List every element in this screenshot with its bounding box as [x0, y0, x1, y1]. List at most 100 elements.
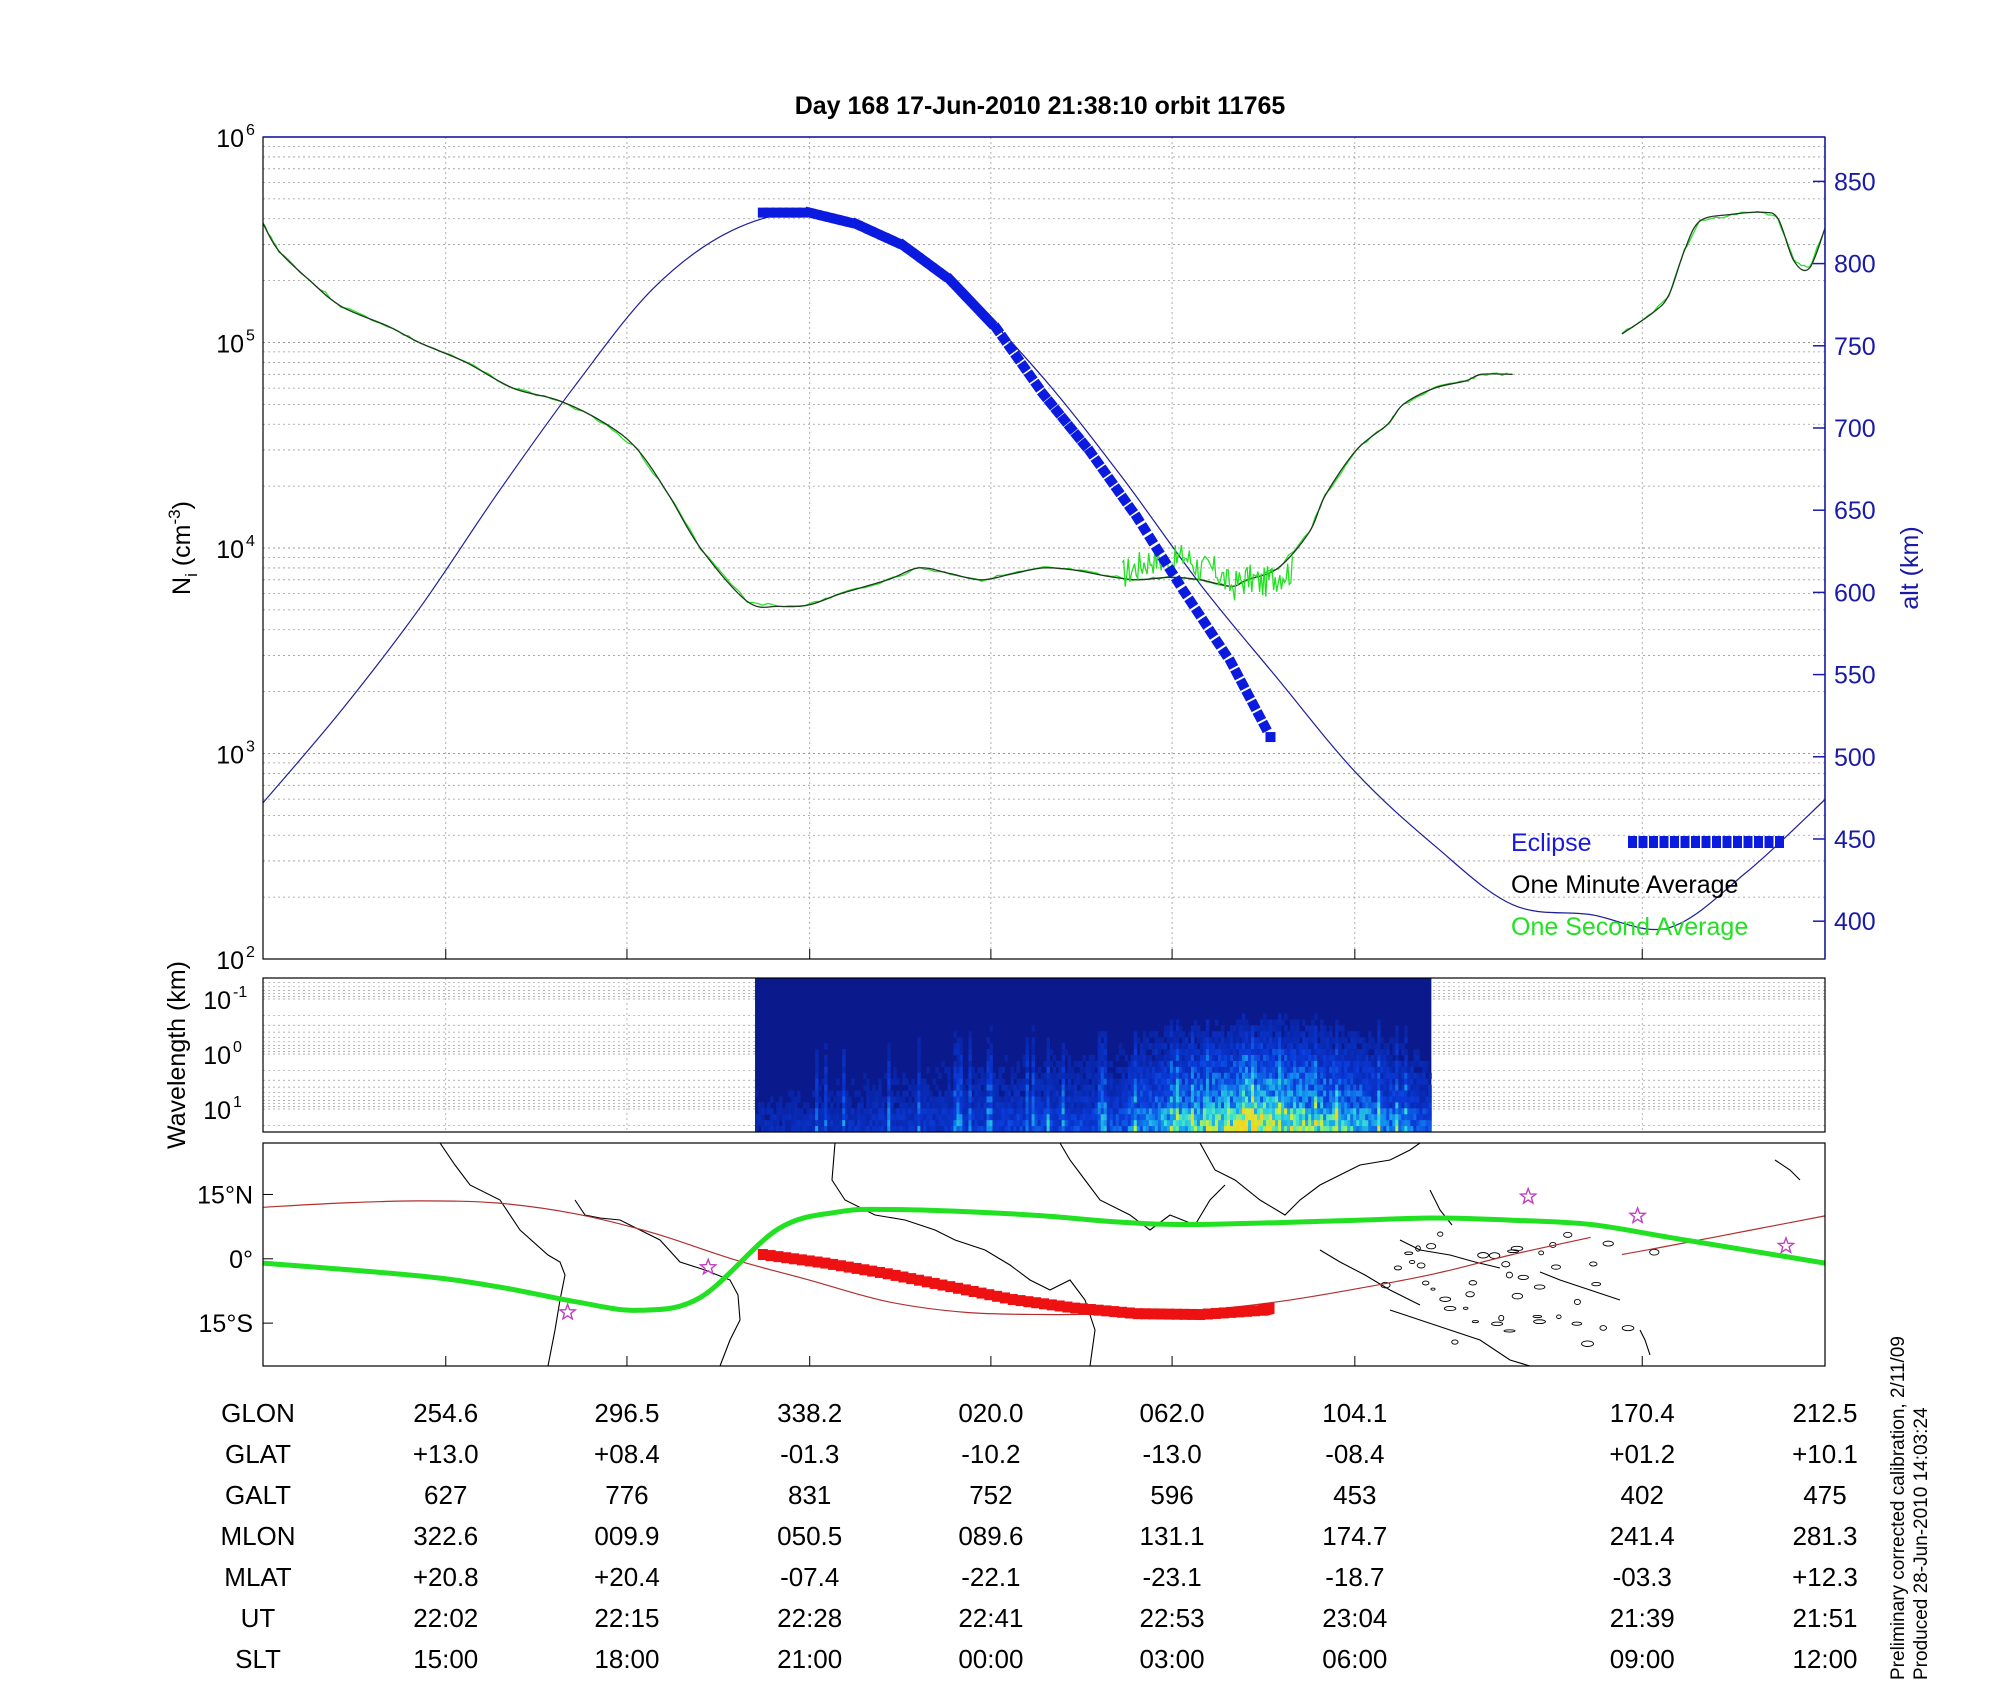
spectrogram-cell — [1070, 1120, 1075, 1127]
spectrogram-cell — [1377, 1060, 1381, 1068]
spectrogram-cell — [785, 1102, 789, 1109]
spectrogram-cell — [1254, 1025, 1258, 1032]
spectrogram-cell — [1302, 1114, 1306, 1121]
spectrogram-cell — [1287, 1060, 1291, 1068]
spectrogram-cell — [1121, 1072, 1126, 1080]
spectrogram-cell — [1100, 1108, 1105, 1115]
spectrogram-cell — [1139, 1096, 1144, 1103]
spectrogram-cell — [1365, 1108, 1369, 1115]
spectrogram-cell — [761, 1108, 765, 1115]
spectrogram-cell — [815, 1060, 819, 1068]
spectrogram-cell — [1272, 1120, 1276, 1127]
spectrogram-cell — [1193, 1114, 1198, 1121]
spectrogram-cell — [986, 1090, 990, 1097]
spectrogram-cell — [950, 1096, 954, 1103]
spectrogram-cell — [1214, 1060, 1219, 1068]
spectrogram-cell — [1001, 1102, 1005, 1109]
spectrogram-cell — [1257, 1037, 1261, 1044]
legend-eclipse-square — [1701, 836, 1711, 848]
spectrogram-cell — [1407, 1120, 1411, 1127]
spectrogram-cell — [1211, 1120, 1216, 1127]
spectrogram-cell — [1353, 1078, 1357, 1086]
spectrogram-cell — [1272, 1043, 1276, 1050]
spectrogram-cell — [1341, 1078, 1345, 1086]
spectrogram-cell — [1184, 1055, 1189, 1062]
spectrogram-cell — [755, 1090, 759, 1097]
spectrogram-cell — [1079, 1126, 1084, 1133]
spectrogram-cell — [1266, 1090, 1270, 1097]
spectrogram-cell — [1175, 1019, 1180, 1026]
alt-tick-label: 500 — [1834, 744, 1876, 772]
coastline — [1639, 1329, 1651, 1356]
spectrogram-cell — [872, 1114, 876, 1121]
spectrogram-cell — [938, 1096, 942, 1103]
eclipse-track-marker — [960, 1284, 971, 1296]
spectrogram-cell — [1049, 1114, 1054, 1121]
spectrogram-cell — [1293, 1049, 1297, 1056]
island — [1380, 1281, 1391, 1289]
spectrogram-cell — [914, 1090, 918, 1097]
spectrogram-cell — [815, 1078, 819, 1086]
spectrogram-cell — [1196, 1078, 1201, 1086]
spectrogram-cell — [1160, 1084, 1165, 1091]
spectrogram-cell — [1344, 1043, 1348, 1050]
spectrogram-cell — [1398, 1126, 1402, 1133]
spectrogram-cell — [1139, 1120, 1144, 1127]
spectrogram-cell — [1323, 1108, 1327, 1115]
spectrogram-cell — [1238, 1037, 1243, 1044]
spectrogram-cell — [1407, 1060, 1411, 1068]
spectrogram-cell — [1181, 1078, 1186, 1086]
island — [1591, 1281, 1602, 1287]
spectrogram-cell — [1025, 1114, 1029, 1121]
spectrogram-cell — [1145, 1108, 1150, 1115]
spectrogram-cell — [1238, 1126, 1243, 1133]
spectrogram-cell — [1323, 1114, 1327, 1121]
spectrogram-cell — [770, 1126, 774, 1133]
spectrogram-cell — [1151, 1120, 1156, 1127]
spectrogram-cell — [956, 1037, 960, 1044]
spectrogram-cell — [1407, 1078, 1411, 1086]
spectrogram-cell — [938, 1090, 942, 1097]
spectrogram-cell — [1419, 1102, 1423, 1109]
spectrogram-cell — [1314, 1049, 1318, 1056]
spectrogram-cell — [836, 1114, 840, 1121]
spectrogram-cell — [1232, 1108, 1237, 1115]
spectrogram-cell — [971, 1114, 975, 1121]
spectrogram-cell — [1148, 1108, 1153, 1115]
spectrogram-cell — [995, 1078, 999, 1086]
eclipse-marker — [1010, 350, 1025, 365]
spectrogram-cell — [1199, 1108, 1204, 1115]
spectrogram-cell — [983, 1078, 987, 1086]
table-cell: 254.6 — [413, 1398, 478, 1428]
spectrogram-cell — [1293, 1096, 1297, 1103]
spectrogram-cell — [1163, 1114, 1168, 1121]
spectrogram-cell — [1025, 1108, 1029, 1115]
spectrogram-cell — [1220, 1108, 1225, 1115]
spectrogram-cell — [950, 1114, 954, 1121]
spectrogram-cell — [1109, 1060, 1114, 1068]
eclipse-marker — [1235, 677, 1250, 691]
eclipse-track-marker — [992, 1290, 1003, 1302]
spectrogram-cell — [875, 1096, 879, 1103]
spectrogram-cell — [1085, 1072, 1090, 1080]
spectrogram-cell — [815, 1126, 819, 1133]
spectrogram-cell — [1335, 1055, 1339, 1062]
spectrogram-cell — [920, 1078, 924, 1086]
legend-eclipse-square — [1638, 836, 1648, 848]
spectrogram-cell — [1148, 1126, 1153, 1133]
eclipse-track-marker — [874, 1266, 885, 1278]
spectrogram-cell — [1368, 1066, 1372, 1074]
island — [1538, 1250, 1545, 1256]
legend-eclipse-square — [1743, 836, 1753, 848]
spectrogram-cell — [1356, 1084, 1360, 1091]
spectrogram-cell — [839, 1120, 843, 1127]
spectrogram-cell — [1217, 1043, 1222, 1050]
spectrogram-cell — [992, 1108, 996, 1115]
spectrogram-cell — [788, 1120, 792, 1127]
spectrogram-cell — [1284, 1043, 1288, 1050]
spectrogram-cell — [1272, 1060, 1276, 1068]
spectrogram-cell — [1160, 1108, 1165, 1115]
spectrogram-cell — [1022, 1084, 1026, 1091]
legend-eclipse-square — [1659, 836, 1669, 848]
spectrogram-cell — [1085, 1108, 1090, 1115]
